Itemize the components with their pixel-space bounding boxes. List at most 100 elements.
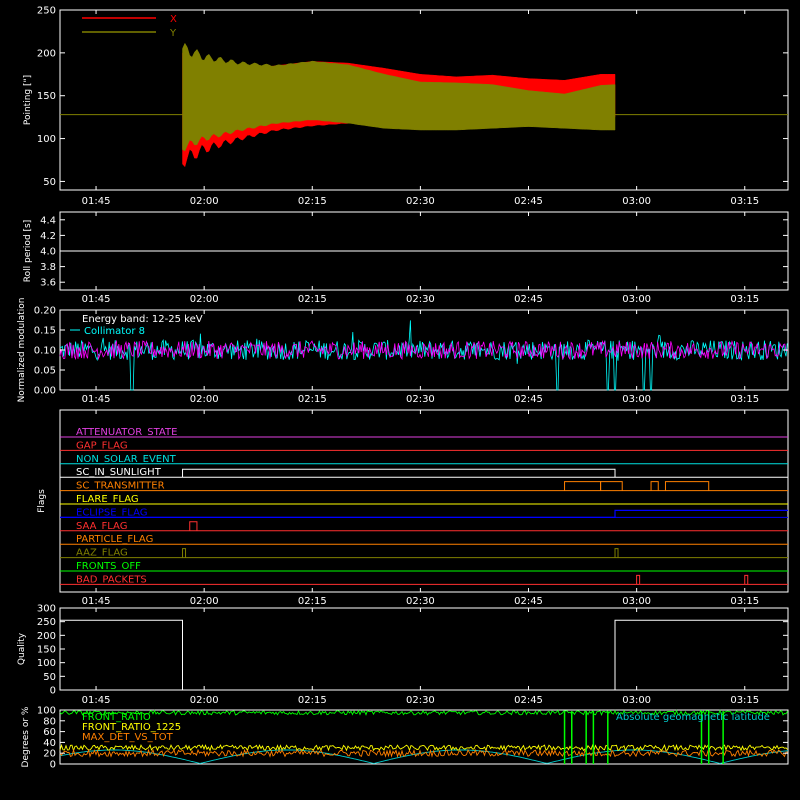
pointing-xticks: 01:45 02:00 02:15 02:30 02:45 03:00 03:15 xyxy=(82,10,759,207)
geomag-frame xyxy=(59,709,789,765)
modulation-panel: Normalized modulation 0.000.050.100.150.… xyxy=(17,298,789,405)
x-tick-label: 02:15 xyxy=(298,196,327,207)
roll-xticks: 01:45 02:00 02:15 02:30 02:45 03:00 03:15 xyxy=(82,212,759,305)
x-tick-label: 02:45 xyxy=(514,394,543,405)
modulation-plot-area xyxy=(59,320,788,391)
flag-event xyxy=(600,481,623,491)
y-tick-label: 0.10 xyxy=(34,346,56,357)
x-tick-label: 03:00 xyxy=(622,196,651,207)
x-tick-label: 03:15 xyxy=(730,596,759,607)
x-tick-label: 02:30 xyxy=(406,695,435,706)
quality-xticks: 01:45 02:00 02:15 02:30 02:45 03:00 03:15 xyxy=(82,608,759,706)
flag-label: GAP_FLAG xyxy=(76,440,128,451)
y-tick-label: 80 xyxy=(43,716,56,727)
x-tick-label: 03:15 xyxy=(730,294,759,305)
x-tick-label: 03:15 xyxy=(730,394,759,405)
legend-front-ratio-1225: FRONT_RATIO_1225 xyxy=(82,722,181,733)
x-tick-label: 03:00 xyxy=(622,294,651,305)
geomag-series-2 xyxy=(59,748,788,758)
roll-panel: Roll period [s] 3.6 3.8 4.0 4.2 4.4 01:45 02:… xyxy=(23,211,789,305)
y-tick-label: 4.0 xyxy=(40,247,56,258)
flags-panel: ATTENUATOR_STATE GAP_FLAG NON_SOLAR_EVENT S… xyxy=(37,409,789,607)
x-tick-label: 03:00 xyxy=(622,596,651,607)
flag-label: BAD_PACKETS xyxy=(76,574,147,585)
flag-label: AAZ_FLAG xyxy=(76,548,128,559)
y-tick-label: 100 xyxy=(37,706,56,717)
y-tick-label: 250 xyxy=(37,617,56,628)
flags-xticks: 01:45 02:00 02:15 02:30 02:45 03:00 03:15 xyxy=(82,410,759,607)
roll-ylabel: Roll period [s] xyxy=(23,220,33,282)
x-tick-label: 02:45 xyxy=(514,294,543,305)
y-tick-label: 100 xyxy=(37,134,56,145)
flag-event xyxy=(60,509,788,518)
quality-ylabel: Quality xyxy=(17,632,27,665)
x-tick-label: 02:15 xyxy=(298,394,327,405)
y-tick-label: 3.8 xyxy=(40,262,56,273)
y-tick-label: 200 xyxy=(37,631,56,642)
roll-yticks: 3.6 3.8 4.0 4.2 4.4 xyxy=(40,215,788,289)
pointing-band-y xyxy=(182,42,616,152)
flags-frame xyxy=(59,409,789,593)
y-tick-label: 50 xyxy=(43,177,56,188)
x-tick-label: 01:45 xyxy=(82,596,111,607)
y-tick-label: 150 xyxy=(37,645,56,656)
y-tick-label: 0.00 xyxy=(34,386,56,397)
x-tick-label: 03:15 xyxy=(730,695,759,706)
x-tick-label: 02:30 xyxy=(406,294,435,305)
modulation-series xyxy=(59,339,788,361)
x-tick-label: 02:30 xyxy=(406,196,435,207)
y-tick-label: 50 xyxy=(43,672,56,683)
modulation-yticks: 0.00 0.05 0.10 0.15 0.20 xyxy=(34,306,788,397)
flag-event xyxy=(650,481,659,491)
flag-event xyxy=(182,468,616,478)
flags-plot-area: ATTENUATOR_STATE GAP_FLAG NON_SOLAR_EVENT S… xyxy=(60,427,788,585)
modulation-xticks: 01:45 02:00 02:15 02:30 02:45 03:00 03:15 xyxy=(82,310,759,405)
x-tick-label: 02:00 xyxy=(190,394,219,405)
y-tick-label: 60 xyxy=(43,727,56,738)
pointing-yticks: 50 100 150 200 250 xyxy=(37,6,788,188)
y-tick-label: 4.4 xyxy=(40,215,56,226)
y-tick-label: 0.05 xyxy=(34,366,56,377)
flag-event xyxy=(664,481,710,491)
geomag-ylabel: Degrees or % xyxy=(21,706,31,767)
y-tick-label: 20 xyxy=(43,749,56,760)
quality-line xyxy=(60,619,788,691)
y-tick-label: 0 xyxy=(50,760,56,771)
flags-ylabel: Flags xyxy=(37,489,47,513)
legend-label-collimator: Collimator 8 xyxy=(84,326,145,337)
geomag-plot-area xyxy=(59,709,789,764)
x-tick-label: 01:45 xyxy=(82,196,111,207)
pointing-panel: Pointing ["] 50 100 150 200 250 01:45 02:00 02… xyxy=(23,6,789,207)
y-tick-label: 0.15 xyxy=(34,326,56,337)
x-tick-label: 02:30 xyxy=(406,394,435,405)
flag-label: SC_IN_SUNLIGHT xyxy=(76,467,162,478)
x-tick-label: 02:15 xyxy=(298,294,327,305)
y-tick-label: 3.6 xyxy=(40,278,56,289)
y-tick-label: 300 xyxy=(37,604,56,615)
x-tick-label: 03:00 xyxy=(622,394,651,405)
flag-event xyxy=(636,574,641,585)
x-tick-label: 03:15 xyxy=(730,196,759,207)
flag-label: ATTENUATOR_STATE xyxy=(76,427,177,438)
legend-front-ratio: FRONT_RATIO xyxy=(82,712,151,723)
flag-label: NON_SOLAR_EVENT xyxy=(76,454,177,465)
x-tick-label: 02:00 xyxy=(190,695,219,706)
y-tick-label: 0 xyxy=(50,686,56,697)
quality-panel: Quality 0 50 100 150 200 250 300 01:45 02:00 02:… xyxy=(17,604,789,706)
geomag-series-1 xyxy=(59,743,788,752)
pointing-frame xyxy=(59,9,789,191)
pointing-ylabel: Pointing ["] xyxy=(23,75,33,125)
geomag-latitude-line xyxy=(59,749,789,764)
geomag-series-0 xyxy=(59,709,788,716)
x-tick-label: 02:45 xyxy=(514,596,543,607)
pointing-legend: X Y xyxy=(82,14,177,39)
flag-label: SAA_FLAG xyxy=(76,521,127,532)
x-tick-label: 01:45 xyxy=(82,394,111,405)
flag-label: ECLIPSE_FLAG xyxy=(76,507,147,518)
pointing-plot-area xyxy=(60,42,788,168)
flag-label: PARTICLE_FLAG xyxy=(76,534,153,545)
y-tick-label: 250 xyxy=(37,6,56,17)
x-tick-label: 02:00 xyxy=(190,294,219,305)
